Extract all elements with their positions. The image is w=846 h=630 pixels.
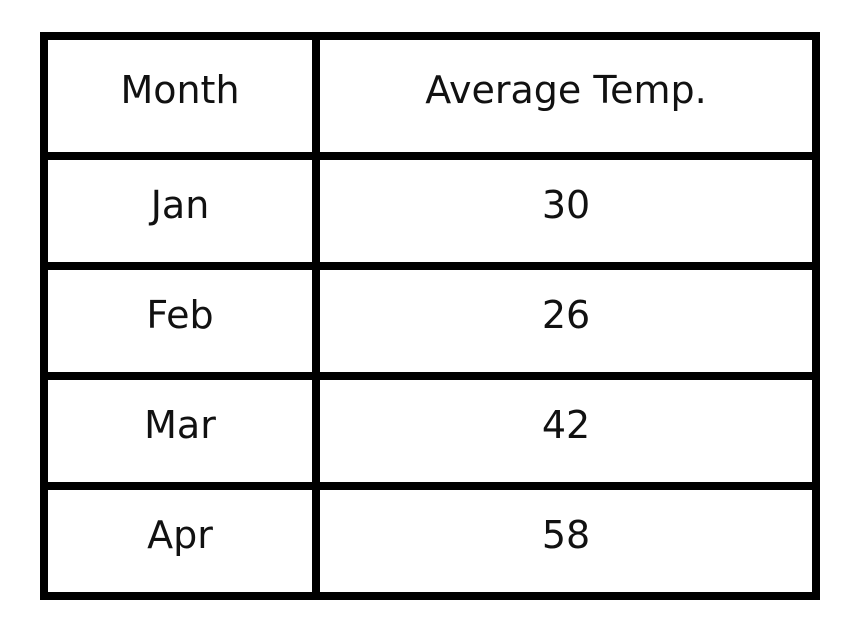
table-row: Apr 58 — [40, 482, 820, 600]
table-row: Jan 30 — [40, 152, 820, 270]
cell-month: Jan — [40, 152, 320, 270]
header-average-temp: Average Temp. — [312, 32, 820, 160]
cell-month: Feb — [40, 262, 320, 380]
cell-month: Mar — [40, 372, 320, 490]
cell-average-temp: 26 — [312, 262, 820, 380]
cell-average-temp: 30 — [312, 152, 820, 270]
temperature-table: Month Average Temp. Jan 30 Feb 26 Mar 42… — [40, 32, 820, 600]
header-row: Month Average Temp. — [40, 32, 820, 160]
cell-month: Apr — [40, 482, 320, 600]
table-row: Mar 42 — [40, 372, 820, 490]
cell-average-temp: 42 — [312, 372, 820, 490]
cell-average-temp: 58 — [312, 482, 820, 600]
table-row: Feb 26 — [40, 262, 820, 380]
header-month: Month — [40, 32, 320, 160]
